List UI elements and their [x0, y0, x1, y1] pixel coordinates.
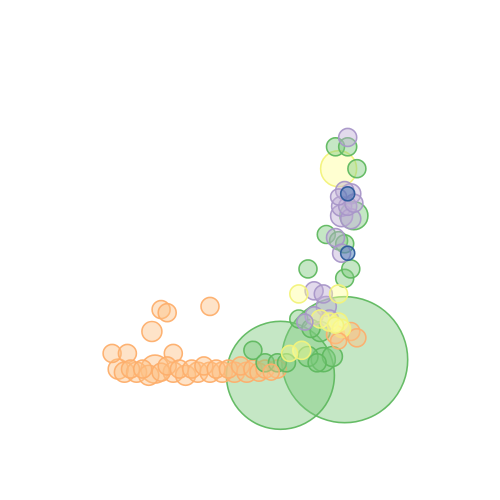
scatter-point-s3-9: [280, 344, 299, 363]
scatter-point-s0-37: [347, 327, 367, 348]
scatter-point-s0-4: [200, 296, 220, 317]
scatter-point-s0-1: [117, 343, 138, 364]
scatter-point-s1-4: [347, 158, 367, 179]
scatter-point-s0-5: [141, 320, 163, 343]
scatter-point-s2-0: [337, 127, 358, 148]
scatter-point-s1-19: [243, 340, 263, 361]
scatter-point-s0-3: [157, 302, 177, 323]
scatter-point-s0-0: [102, 343, 122, 364]
scatter-point-s0-15: [157, 356, 177, 376]
scatter-point-s3-0: [319, 149, 358, 188]
scatter-point-s1-22: [276, 352, 297, 373]
scatter-point-s2-10: [331, 243, 352, 263]
scatter-point-s0-25: [218, 359, 239, 379]
scatter-point-s1-16: [307, 352, 327, 373]
scatter-point-s3-1: [288, 284, 309, 304]
scatter-point-s0-19: [181, 359, 202, 379]
scatter-point-s0-27: [230, 356, 251, 376]
scatter-point-s1-11: [298, 259, 318, 279]
scatter-point-s3-7: [326, 316, 345, 335]
scatter-point-s1-1: [225, 320, 336, 431]
scatter-point-s0-11: [132, 359, 153, 379]
scatter-point-s2-16: [296, 313, 314, 331]
scatter-point-s4-1: [339, 245, 356, 261]
scatter-marks: [102, 127, 409, 431]
scatter-point-s1-0: [280, 295, 409, 424]
scatter-point-s0-32: [262, 363, 281, 382]
scatter-point-s4-0: [339, 186, 356, 202]
scatter-point-s1-10: [340, 259, 361, 279]
scatter-point-s0-21: [194, 356, 214, 376]
scatter-point-s2-8: [339, 208, 362, 230]
scatter-point-s2-12: [313, 284, 334, 304]
scatter-point-s0-36: [329, 332, 348, 350]
scatter-point-s3-2: [328, 284, 349, 304]
scatter-point-s2-3: [329, 188, 348, 206]
